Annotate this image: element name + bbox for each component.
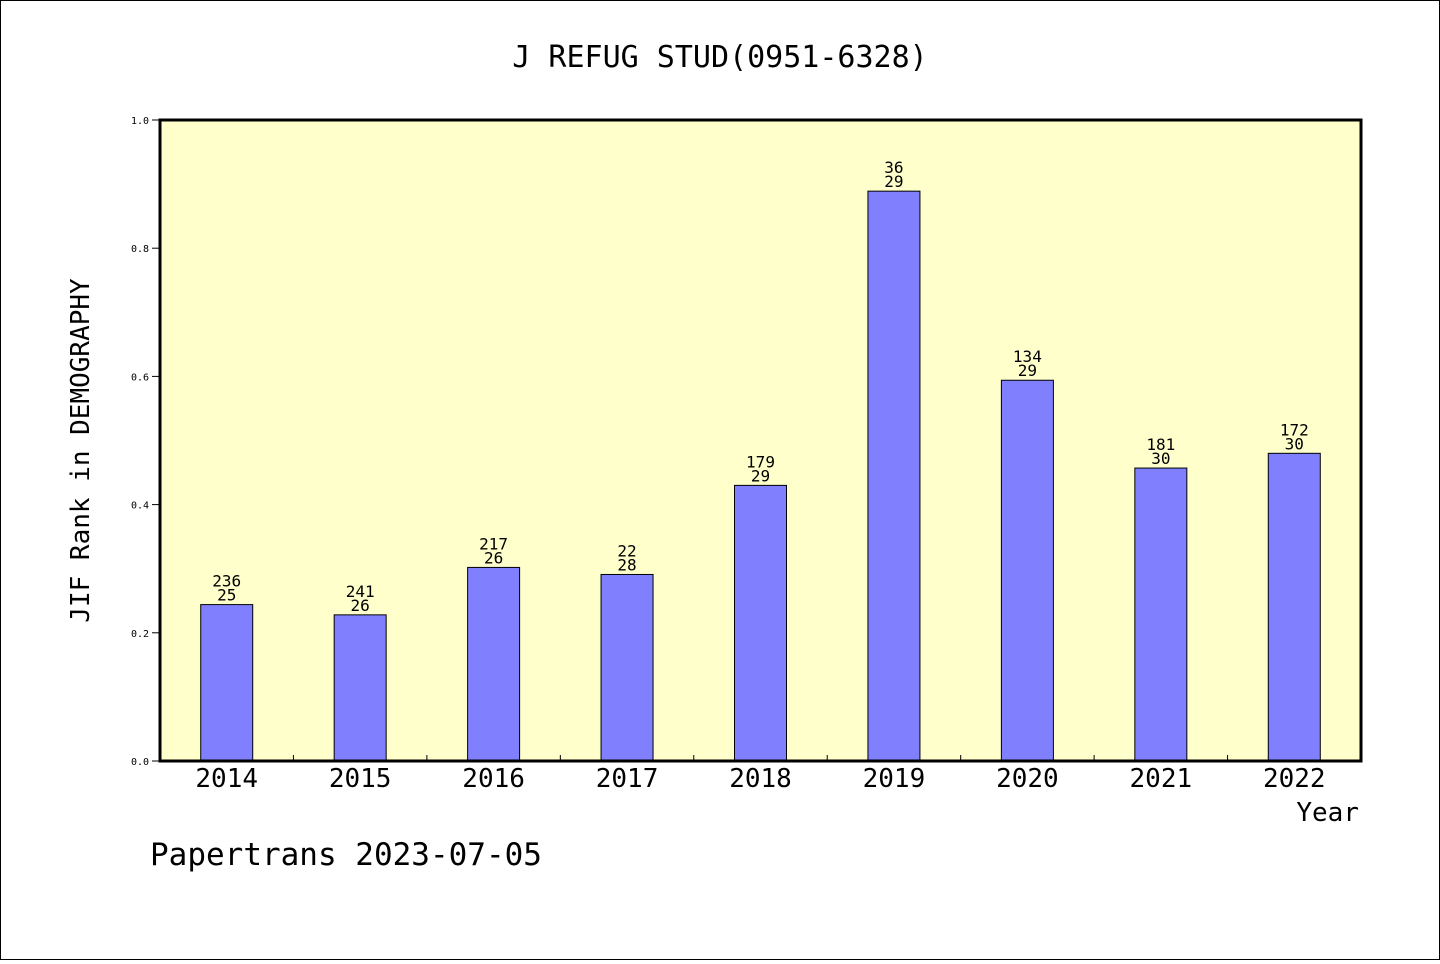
y-tick-label-1.0: 1.0 [131,116,149,127]
plot-border [158,118,1363,763]
x-tick-label-2014: 2014 [195,764,258,794]
x-tick-label-2019: 2019 [863,764,926,794]
bar-label-top-2020: 134 [1013,347,1042,366]
x-tick-label-2022: 2022 [1263,764,1326,794]
bar-2018 [734,484,787,762]
bar-2015 [333,614,387,762]
bar-2019 [867,190,921,762]
bar-2021 [1134,467,1188,762]
bar-label-bottom-2015: 26 [351,596,370,615]
y-tick-label-0.6: 0.6 [131,372,149,383]
x-tick-label-2021: 2021 [1130,764,1193,794]
bar-2020 [1000,379,1054,762]
x-tick-label-2015: 2015 [329,764,392,794]
bar-2022 [1267,452,1321,762]
bar-label-bottom-2016: 26 [484,548,503,567]
x-axis-label: Year [1296,798,1359,828]
bar-2016 [467,566,521,762]
y-tick-label-0.0: 0.0 [131,757,149,768]
x-tick-label-2018: 2018 [729,764,792,794]
bar-label-bottom-2019: 29 [884,172,903,191]
y-axis-label: JIF Rank in DEMOGRAPHY [66,278,96,623]
y-tick-label-0.4: 0.4 [131,501,149,512]
bar-label-bottom-2020: 29 [1018,361,1037,380]
bar-label-bottom-2021: 30 [1151,449,1170,468]
bar-2017 [600,573,654,762]
y-tick-label-0.2: 0.2 [131,629,149,640]
x-tick-label-2020: 2020 [996,764,1059,794]
bar-label-bottom-2018: 29 [751,466,770,485]
chart-title: J REFUG STUD(0951-6328) [512,40,927,75]
x-tick-label-2017: 2017 [596,764,659,794]
x-tick-label-2016: 2016 [462,764,525,794]
bar-label-top-2016: 217 [479,534,508,553]
footer-stamp: Papertrans 2023-07-05 [150,837,542,873]
bar-label-bottom-2017: 28 [617,555,636,574]
bar-label-top-2018: 179 [746,452,775,471]
bar-label-bottom-2014: 25 [217,586,236,605]
bar-label-top-2015: 241 [346,582,375,601]
bar-label-bottom-2022: 30 [1285,434,1304,453]
y-tick-label-0.8: 0.8 [131,244,149,255]
bar-2014 [200,604,254,762]
bar-label-top-2017: 22 [617,541,636,560]
bar-label-top-2014: 236 [212,572,241,591]
bar-label-top-2022: 172 [1280,420,1309,439]
bar-label-top-2019: 36 [884,158,903,177]
bar-label-top-2021: 181 [1146,435,1175,454]
